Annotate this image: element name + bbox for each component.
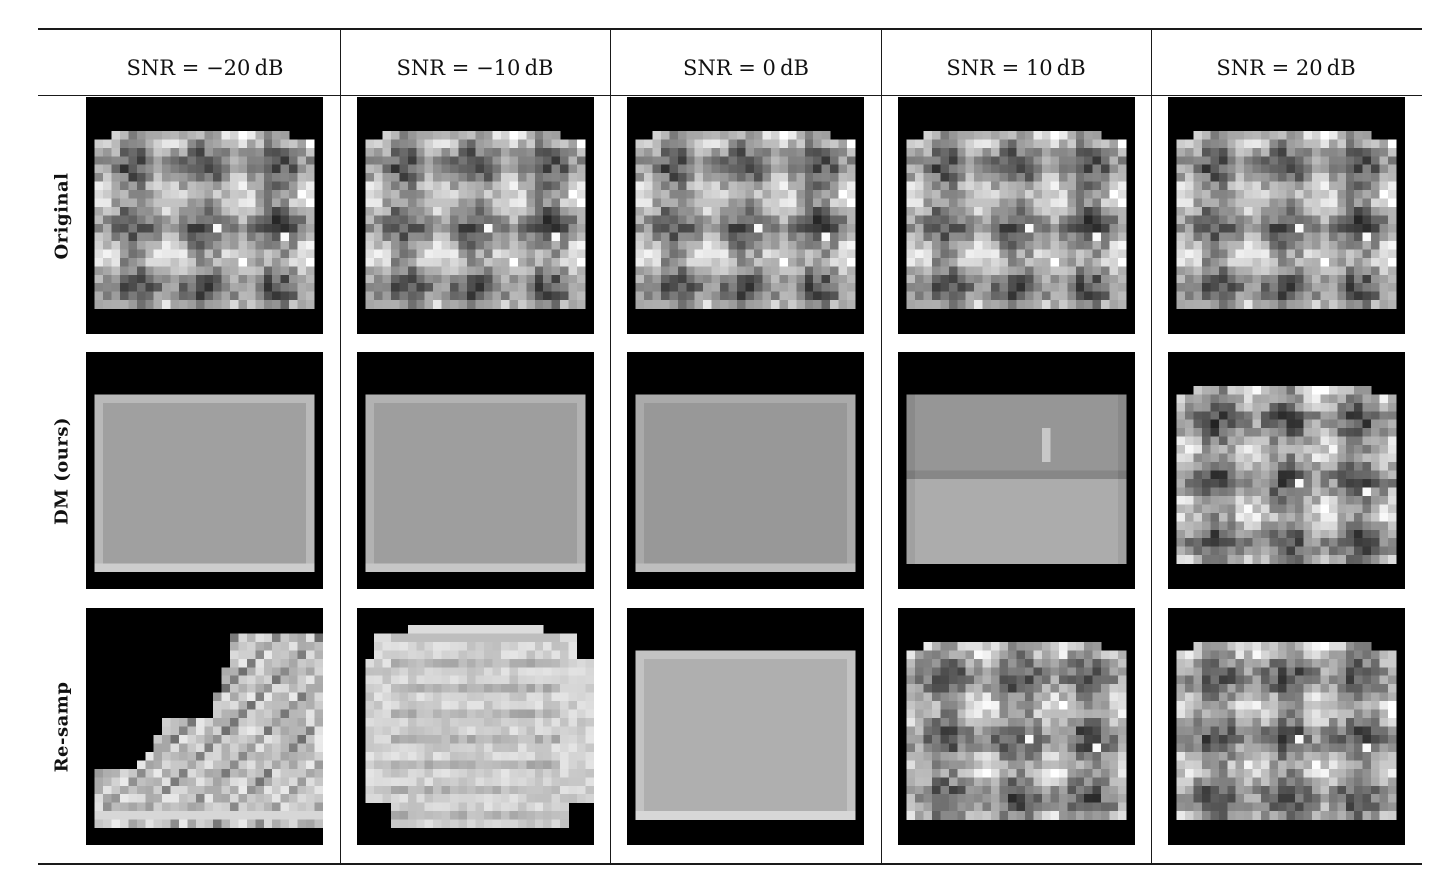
- image-original-snr-20: [1168, 97, 1405, 334]
- column-header-snr-10: SNR = 10 dB: [891, 50, 1141, 86]
- image-dm-snr-0: [627, 352, 864, 589]
- column-header-snr-minus-20: SNR = −20 dB: [80, 50, 330, 86]
- row-label-dm-ours: DM (ours): [47, 352, 77, 589]
- row-label-original: Original: [47, 97, 77, 334]
- column-divider: [881, 29, 882, 864]
- thumbnail-pixels: [898, 352, 1135, 589]
- image-original-snr-10: [898, 97, 1135, 334]
- thumbnail-pixels: [86, 97, 323, 334]
- image-resamp-snr-minus-20: [86, 608, 323, 845]
- thumbnail-pixels: [1168, 97, 1405, 334]
- top-rule: [38, 28, 1422, 30]
- thumbnail-pixels: [627, 608, 864, 845]
- thumbnail-pixels: [357, 352, 594, 589]
- column-header-snr-0: SNR = 0 dB: [621, 50, 871, 86]
- column-divider: [610, 29, 611, 864]
- bottom-rule: [38, 863, 1422, 865]
- thumbnail-pixels: [357, 608, 594, 845]
- image-original-snr-minus-10: [357, 97, 594, 334]
- thumbnail-pixels: [898, 97, 1135, 334]
- image-original-snr-0: [627, 97, 864, 334]
- thumbnail-pixels: [1168, 352, 1405, 589]
- column-header-snr-minus-10: SNR = −10 dB: [350, 50, 600, 86]
- image-resamp-snr-10: [898, 608, 1135, 845]
- thumbnail-pixels: [1168, 608, 1405, 845]
- thumbnail-pixels: [627, 97, 864, 334]
- column-header-snr-20: SNR = 20 dB: [1161, 50, 1411, 86]
- thumbnail-pixels: [86, 352, 323, 589]
- image-dm-snr-minus-20: [86, 352, 323, 589]
- thumbnail-pixels: [898, 608, 1135, 845]
- thumbnail-pixels: [627, 352, 864, 589]
- image-dm-snr-minus-10: [357, 352, 594, 589]
- column-divider: [1151, 29, 1152, 864]
- image-dm-snr-20: [1168, 352, 1405, 589]
- thumbnail-pixels: [357, 97, 594, 334]
- image-dm-snr-10: [898, 352, 1135, 589]
- image-resamp-snr-20: [1168, 608, 1405, 845]
- image-resamp-snr-minus-10: [357, 608, 594, 845]
- image-resamp-snr-0: [627, 608, 864, 845]
- column-divider: [340, 29, 341, 864]
- header-rule: [38, 95, 1422, 96]
- thumbnail-pixels: [86, 608, 323, 845]
- image-original-snr-minus-20: [86, 97, 323, 334]
- row-label-re-samp: Re-samp: [47, 608, 77, 845]
